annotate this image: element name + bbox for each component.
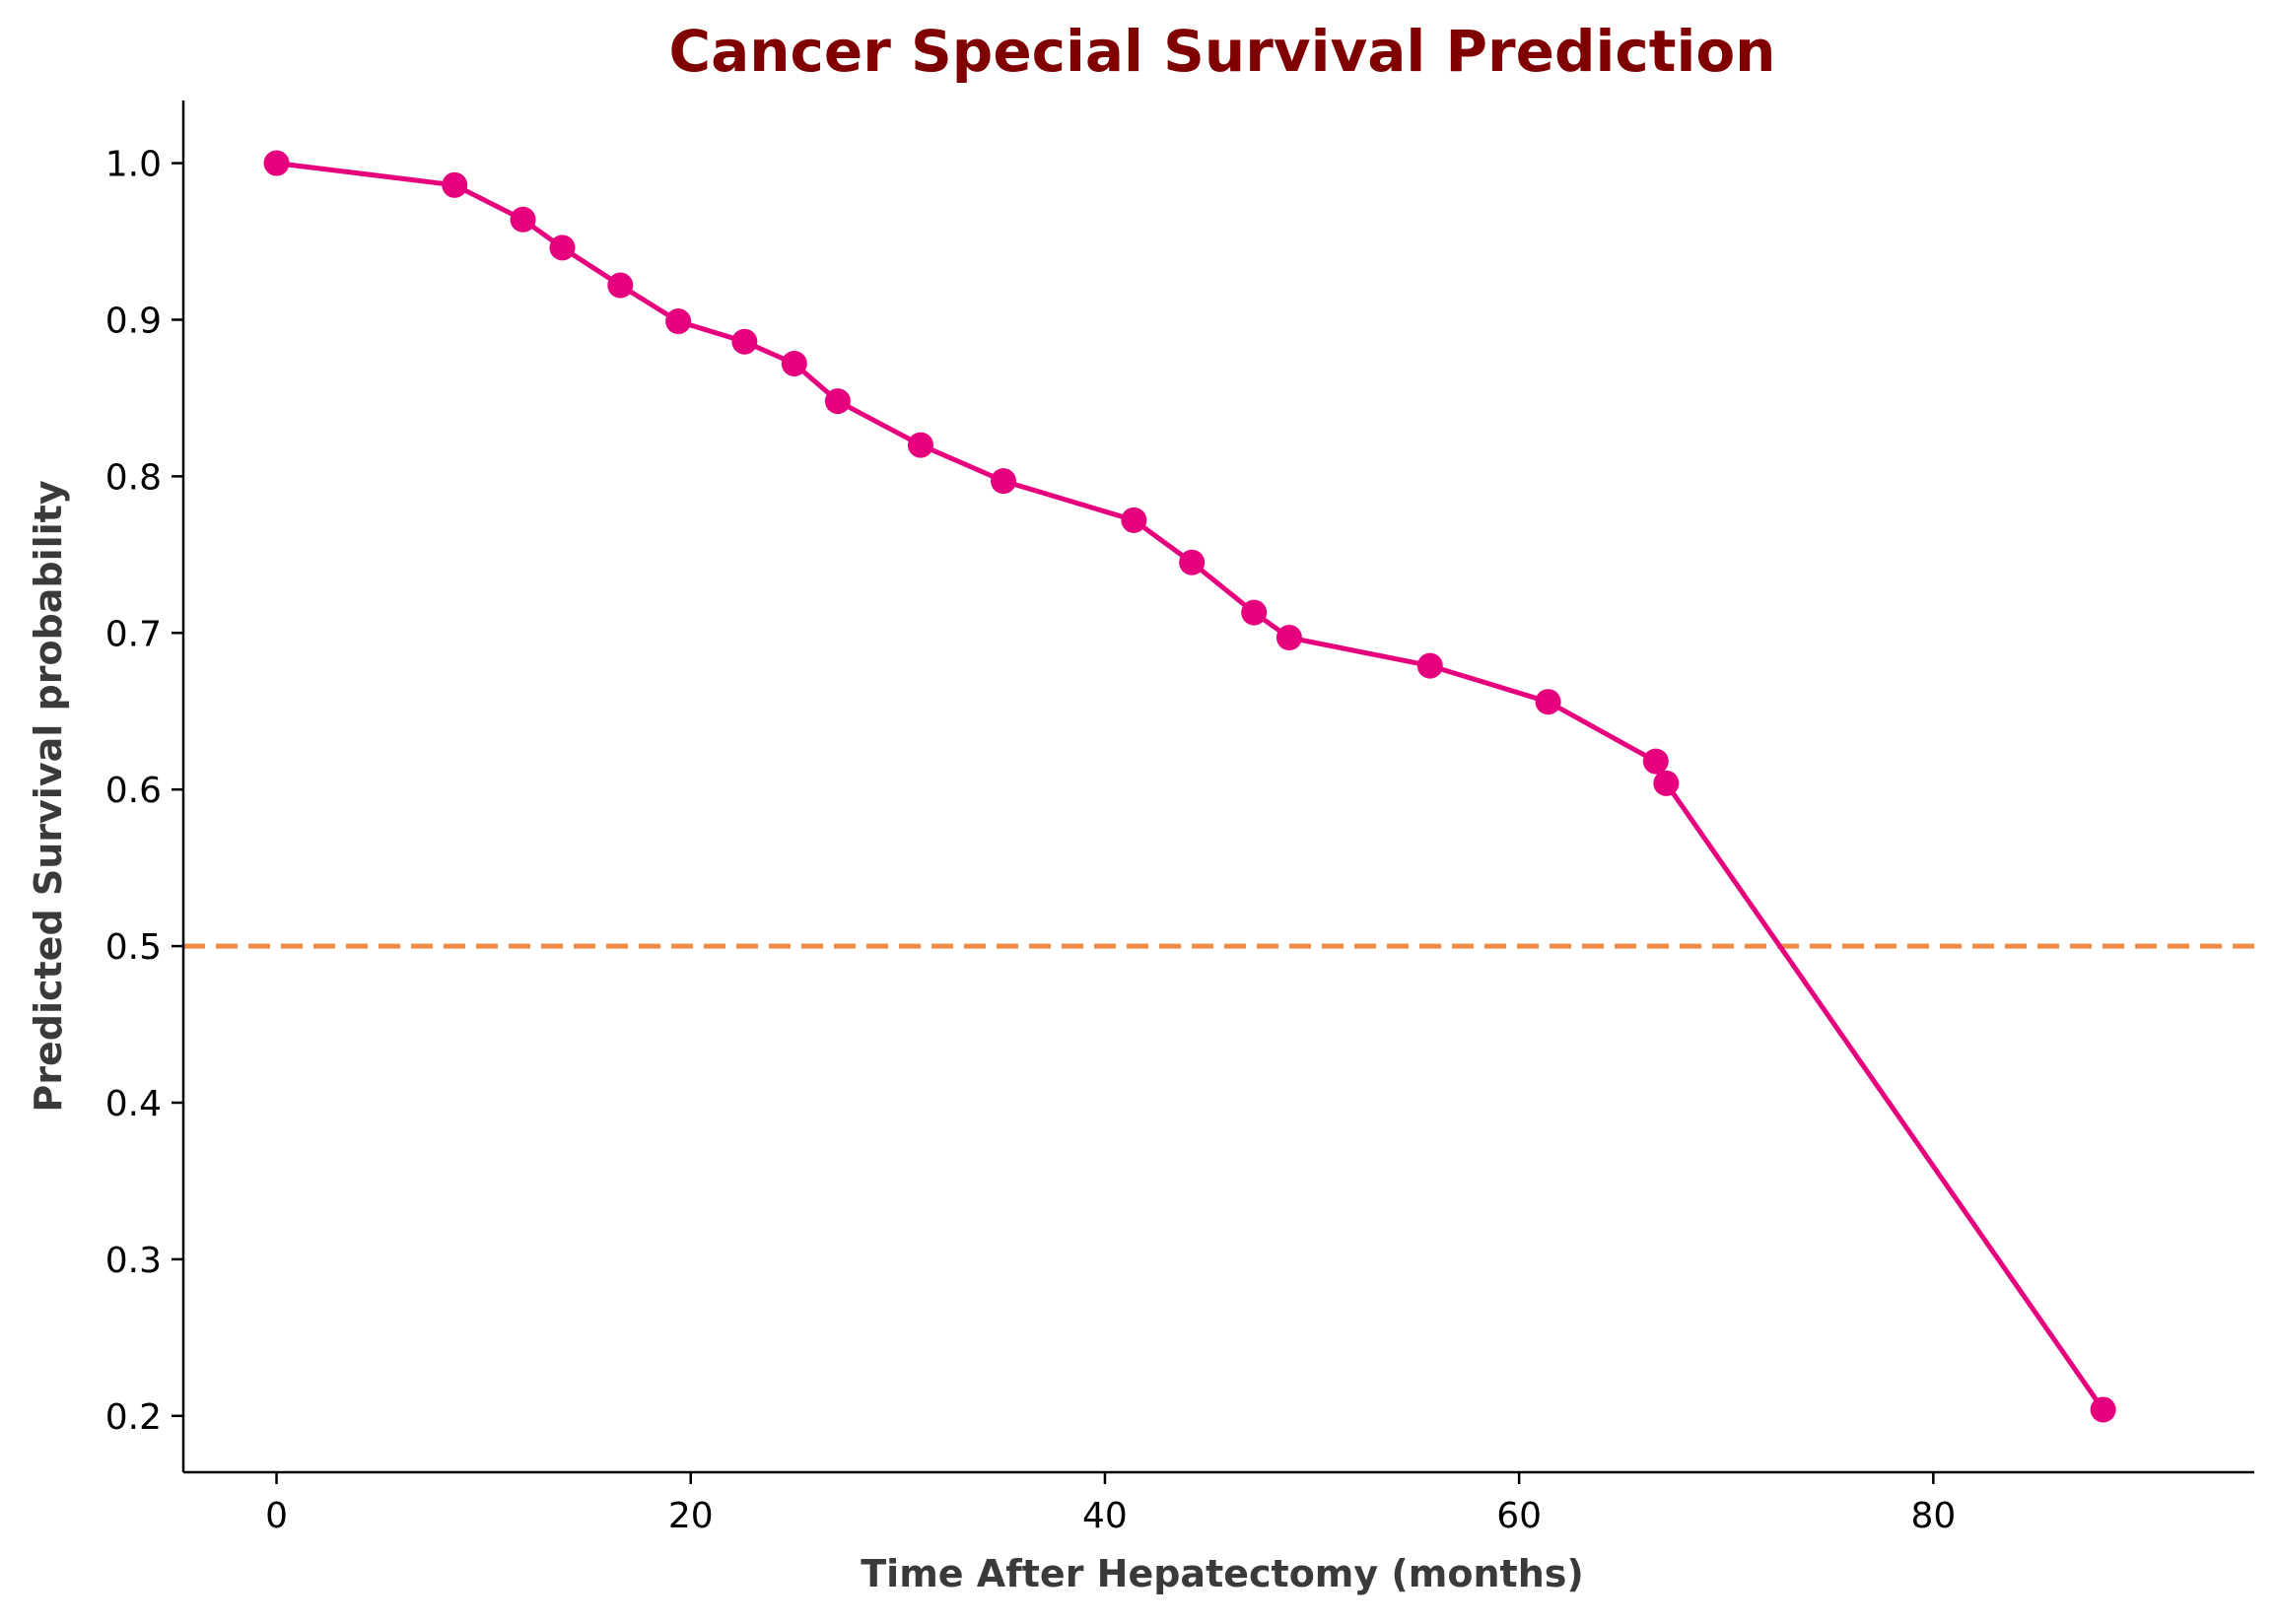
x-tick-label-0: 0: [265, 1496, 288, 1536]
data-point-0-12: [1179, 549, 1206, 575]
data-point-0-6: [731, 328, 758, 355]
y-tick-label-7: 0.9: [105, 301, 162, 341]
data-point-0-0: [263, 150, 290, 176]
chart-title: Cancer Special Survival Prediction: [669, 18, 1776, 85]
data-point-0-16: [1535, 689, 1561, 715]
data-point-0-14: [1275, 625, 1302, 651]
plot-area: 0 20 40 60 80 0.2 0.3 0.4 0.5 0.6 0.7 0.8 0.9 1.0: [105, 101, 2254, 1536]
data-point-0-17: [1642, 748, 1669, 775]
data-point-0-2: [510, 206, 536, 233]
data-point-0-13: [1241, 599, 1268, 626]
y-tick-label-2: 0.4: [105, 1084, 162, 1124]
x-tick-label-3: 60: [1496, 1496, 1542, 1536]
data-point-0-18: [1653, 770, 1680, 796]
data-point-0-7: [781, 350, 807, 376]
data-point-0-19: [2090, 1396, 2116, 1423]
x-axis-label: Time After Hepatectomy (months): [861, 1552, 1583, 1595]
y-axis-label: Predicted Survival probability: [27, 480, 70, 1112]
data-point-0-3: [549, 235, 576, 261]
y-tick-label-8: 1.0: [105, 145, 162, 185]
x-tick-label-4: 80: [1910, 1496, 1956, 1536]
data-point-0-4: [607, 272, 634, 299]
data-point-0-9: [907, 432, 933, 458]
data-point-0-8: [824, 388, 851, 415]
data-point-0-1: [442, 171, 468, 198]
y-tick-label-3: 0.5: [105, 927, 162, 968]
y-tick-label-0: 0.2: [105, 1397, 162, 1438]
y-tick-label-5: 0.7: [105, 614, 162, 654]
data-point-0-11: [1121, 507, 1147, 533]
data-point-0-5: [665, 308, 692, 335]
y-tick-label-6: 0.8: [105, 457, 162, 498]
x-tick-label-1: 20: [668, 1496, 714, 1536]
x-tick-label-2: 40: [1082, 1496, 1128, 1536]
y-tick-label-1: 0.3: [105, 1241, 162, 1281]
y-tick-label-4: 0.6: [105, 771, 162, 811]
data-point-0-10: [990, 468, 1016, 495]
data-point-0-15: [1416, 652, 1443, 679]
